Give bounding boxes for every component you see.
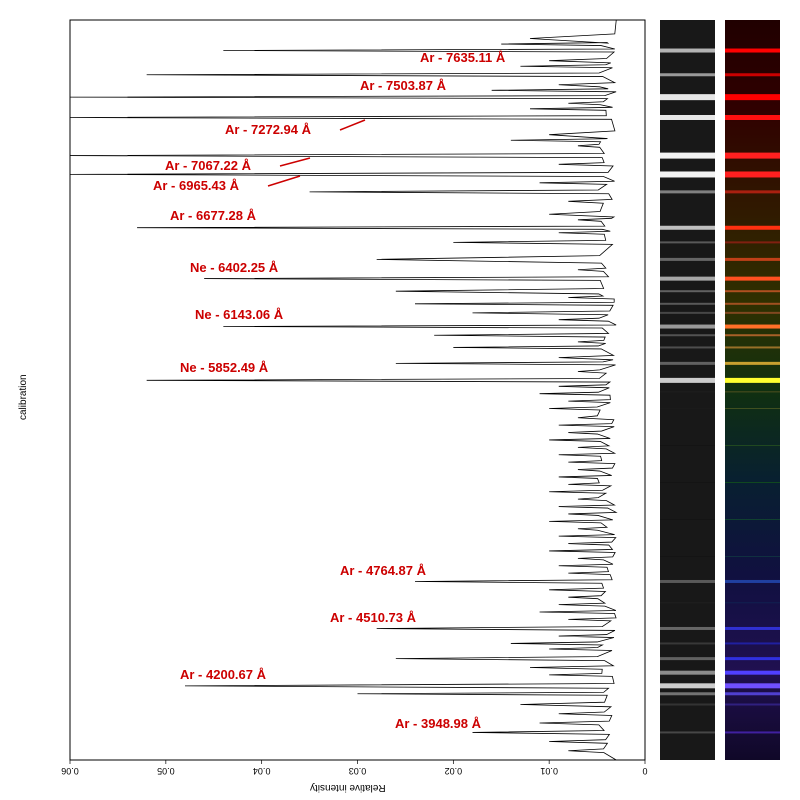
chart-title: calibration — [18, 374, 29, 420]
peak-label: Ne - 6402.25 Å — [190, 260, 278, 275]
peak-label: Ar - 4764.87 Å — [340, 563, 426, 578]
peak-label: Ar - 7067.22 Å — [165, 158, 251, 173]
svg-text:0.02: 0.02 — [445, 766, 463, 776]
peak-label: Ar - 4510.73 Å — [330, 610, 416, 625]
peak-label: Ne - 5852.49 Å — [180, 360, 268, 375]
x-axis-label: Relative intensity — [310, 782, 386, 793]
svg-text:0.05: 0.05 — [157, 766, 175, 776]
spectrum-chart: 0 0.01 0.02 0.03 0.04 0.05 0.06 — [0, 0, 800, 800]
peak-label: Ar - 7635.11 Å — [420, 50, 505, 65]
svg-text:0.04: 0.04 — [253, 766, 271, 776]
peak-label: Ar - 6677.28 Å — [170, 208, 256, 223]
svg-text:0.01: 0.01 — [540, 766, 558, 776]
peak-label: Ar - 7503.87 Å — [360, 78, 446, 93]
svg-text:0.06: 0.06 — [61, 766, 79, 776]
svg-text:0.03: 0.03 — [349, 766, 367, 776]
peak-label: Ar - 4200.67 Å — [180, 667, 266, 682]
peak-label: Ar - 6965.43 Å — [153, 178, 239, 193]
peak-label: Ne - 6143.06 Å — [195, 307, 283, 322]
peak-label: Ar - 3948.98 Å — [395, 716, 481, 731]
svg-text:0: 0 — [642, 766, 647, 776]
peak-label: Ar - 7272.94 Å — [225, 122, 311, 137]
